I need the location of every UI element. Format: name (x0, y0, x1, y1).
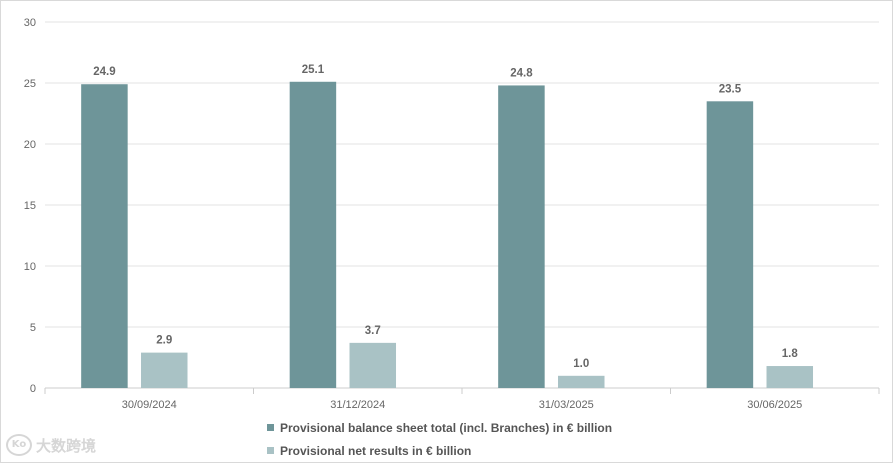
x-tick-label: 31/12/2024 (330, 399, 385, 411)
legend-label: Provisional net results in € billion (280, 444, 471, 458)
bar (289, 81, 337, 388)
data-label: 2.9 (156, 335, 172, 347)
data-label: 24.8 (510, 67, 533, 79)
x-tick-label: 30/06/2025 (747, 399, 802, 411)
bar (141, 352, 188, 388)
watermark: Ko 大数跨境 (6, 433, 96, 457)
bar (349, 342, 397, 388)
data-label: 3.7 (365, 325, 381, 337)
bar (81, 84, 128, 388)
y-tick-label: 15 (24, 200, 36, 212)
data-label: 25.1 (302, 64, 325, 76)
y-tick-label: 20 (24, 139, 36, 151)
bar (558, 375, 605, 388)
x-tick-label: 31/03/2025 (539, 399, 594, 411)
y-tick-label: 10 (24, 261, 36, 273)
bar (766, 366, 814, 388)
legend-label: Provisional balance sheet total (incl. B… (280, 421, 612, 435)
data-label: 23.5 (719, 83, 742, 95)
data-label: 24.9 (93, 66, 115, 78)
x-tick-label: 30/09/2024 (122, 399, 177, 411)
y-tick-label: 5 (30, 322, 36, 334)
y-tick-label: 0 (30, 383, 36, 395)
y-tick-label: 30 (24, 17, 36, 29)
bar (498, 85, 545, 388)
bar (706, 101, 754, 389)
data-label: 1.8 (782, 348, 799, 360)
legend-swatch-icon (267, 424, 274, 431)
data-label: 1.0 (573, 358, 589, 370)
watermark-logo-icon: Ko (6, 434, 32, 456)
y-tick-label: 25 (24, 78, 36, 90)
watermark-text: 大数跨境 (36, 436, 97, 455)
legend-swatch-icon (267, 447, 274, 454)
